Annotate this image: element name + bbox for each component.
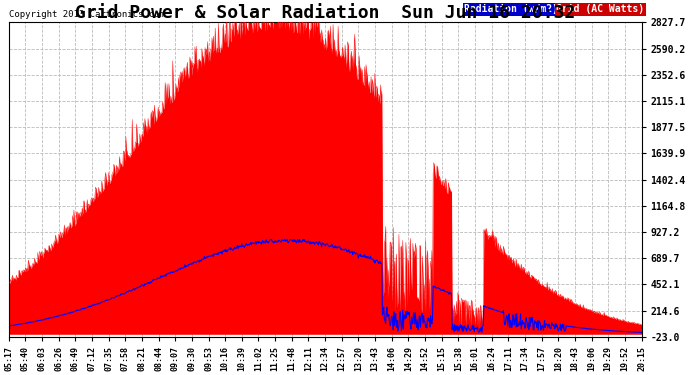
Text: Radiation (w/m2): Radiation (w/m2) bbox=[464, 4, 558, 15]
Text: Copyright 2013 Cartronics.com: Copyright 2013 Cartronics.com bbox=[9, 10, 164, 19]
Text: Grid (AC Watts): Grid (AC Watts) bbox=[556, 4, 644, 15]
Title: Grid Power & Solar Radiation  Sun Jun 16 20:32: Grid Power & Solar Radiation Sun Jun 16 … bbox=[75, 4, 575, 22]
